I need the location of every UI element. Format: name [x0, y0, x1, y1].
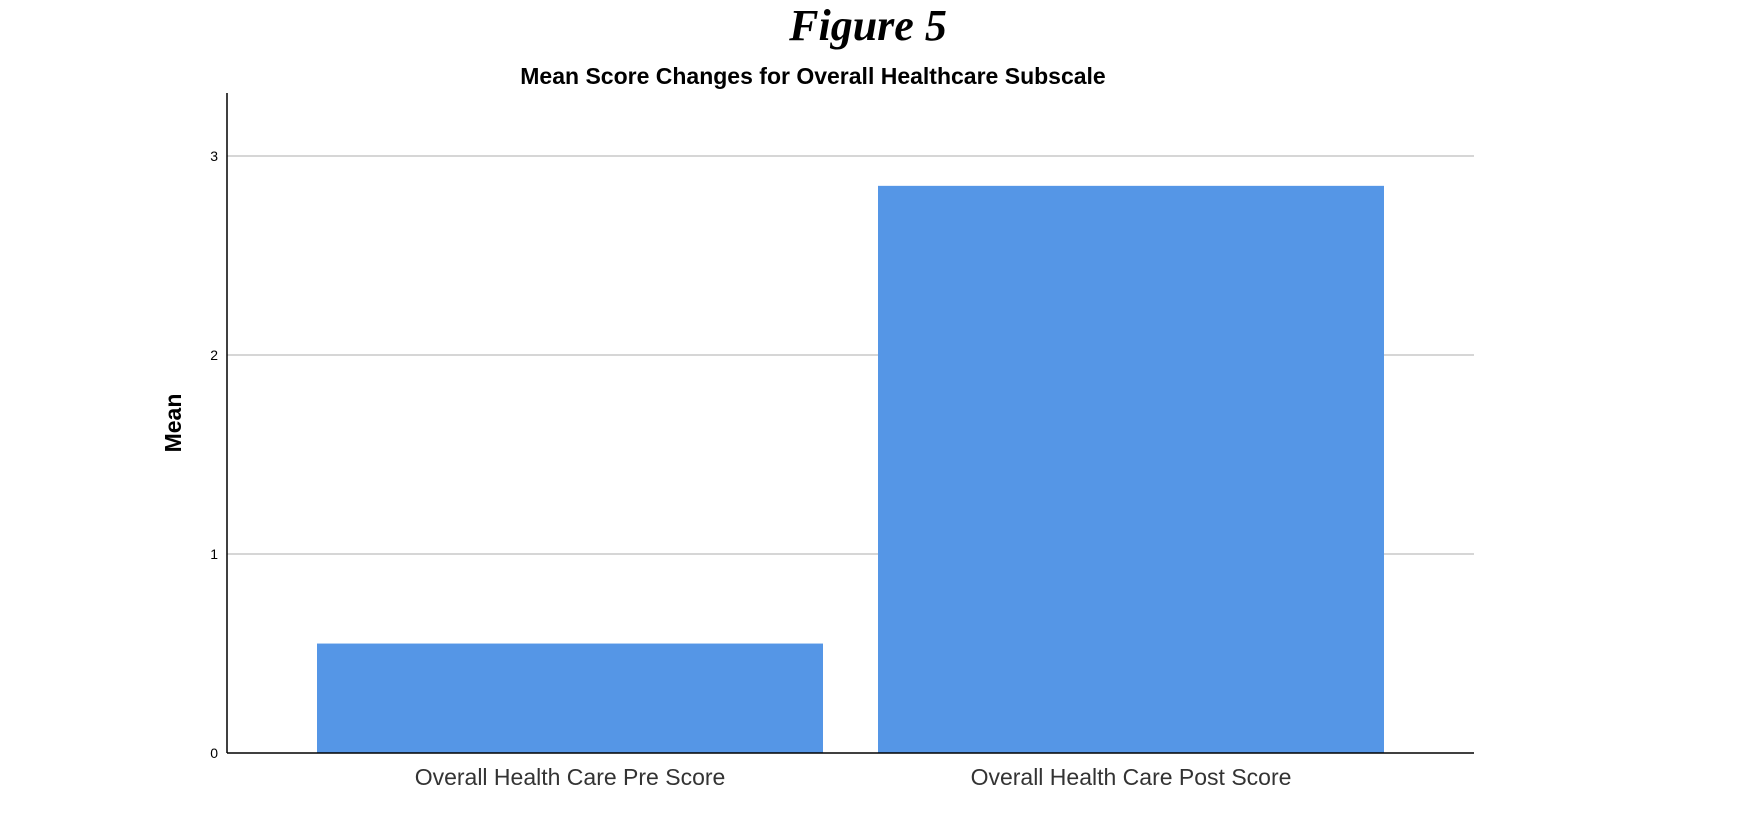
category-label-pre-score: Overall Health Care Pre Score	[415, 764, 726, 790]
y-tick-3: 3	[210, 148, 218, 164]
y-tick-1: 1	[210, 546, 218, 562]
bars	[317, 185, 1384, 754]
y-tick-2: 2	[210, 347, 218, 363]
y-tick-labels: 0 1 2 3	[210, 148, 218, 761]
category-label-post-score: Overall Health Care Post Score	[971, 764, 1292, 790]
y-axis-label: Mean	[160, 394, 186, 453]
bar-post-score	[878, 185, 1384, 754]
axes	[226, 93, 1474, 754]
chart-title: Mean Score Changes for Overall Healthcar…	[520, 63, 1105, 89]
bar-pre-score	[317, 643, 823, 753]
figure-label: Figure 5	[788, 1, 947, 50]
y-tick-0: 0	[210, 745, 218, 761]
category-labels: Overall Health Care Pre Score Overall Hea…	[415, 764, 1292, 790]
